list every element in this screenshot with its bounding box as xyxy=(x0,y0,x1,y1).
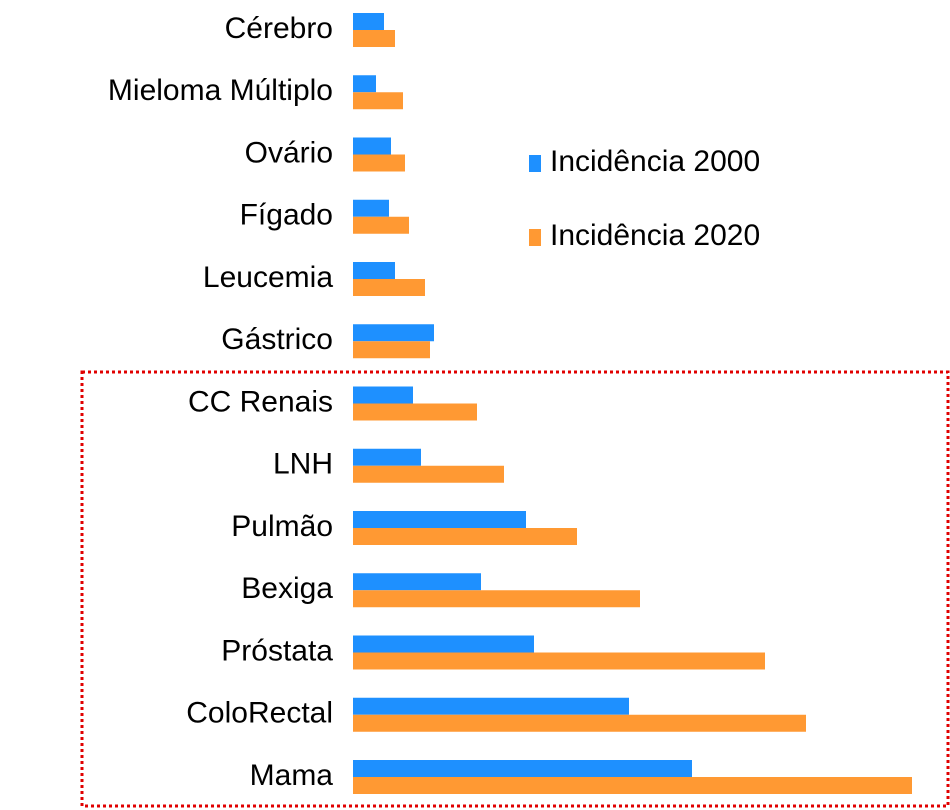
bar xyxy=(353,714,806,732)
bar xyxy=(353,341,430,359)
bar xyxy=(353,465,504,483)
bar xyxy=(353,92,403,110)
bar xyxy=(353,386,413,404)
bar xyxy=(353,262,395,279)
bar xyxy=(353,279,425,296)
bar xyxy=(353,403,477,421)
bar xyxy=(353,635,534,653)
y-tick-label: CC Renais xyxy=(188,385,333,418)
y-tick-label: Bexiga xyxy=(241,572,333,605)
bar xyxy=(353,777,912,794)
y-tick-label: Gástrico xyxy=(221,323,333,356)
y-tick-label: Fígado xyxy=(240,199,333,232)
bar xyxy=(353,697,629,715)
y-tick-label: ColoRectal xyxy=(186,697,333,730)
bar xyxy=(353,30,395,47)
y-tick-label: Ovário xyxy=(245,136,333,169)
y-tick-label: LNH xyxy=(273,448,333,481)
bar xyxy=(353,652,765,670)
bar xyxy=(353,75,376,93)
y-tick-label: Próstata xyxy=(221,634,333,667)
bar xyxy=(353,760,692,777)
y-tick-label: Mieloma Múltiplo xyxy=(108,74,333,107)
legend-label: Incidência 2020 xyxy=(550,219,760,252)
legend-swatch xyxy=(529,155,541,172)
y-tick-label: Cérebro xyxy=(225,12,333,45)
y-tick-label: Pulmão xyxy=(231,510,333,543)
bar xyxy=(353,511,526,528)
y-tick-label: Mama xyxy=(250,759,334,792)
bar xyxy=(353,528,577,545)
y-tick-label: Leucemia xyxy=(203,261,333,294)
legend-label: Incidência 2000 xyxy=(550,145,760,178)
bar xyxy=(353,13,384,30)
legend-swatch xyxy=(529,229,541,246)
bar xyxy=(353,199,389,217)
bar xyxy=(353,590,640,608)
bar xyxy=(353,154,405,172)
bar xyxy=(353,137,391,155)
bar xyxy=(353,448,421,466)
highlight-box xyxy=(80,370,950,808)
bar xyxy=(353,573,481,591)
bar xyxy=(353,216,409,234)
bar xyxy=(353,324,434,342)
